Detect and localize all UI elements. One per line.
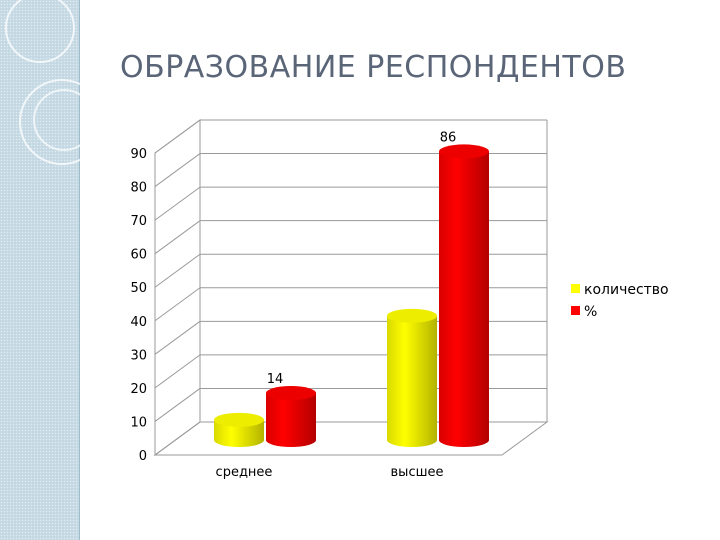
gridline-side — [154, 220, 201, 255]
bar-series2-cat2 — [439, 144, 489, 447]
gridline-side — [154, 320, 201, 355]
y-tick-label: 40 — [130, 315, 147, 330]
bar-series1-cat2 — [387, 308, 437, 447]
gridline-side — [154, 186, 201, 221]
bar-series1-cat1 — [214, 412, 264, 447]
bar-body — [439, 151, 489, 447]
legend-swatch — [571, 284, 580, 293]
chart-floor — [153, 421, 549, 456]
y-tick-label: 50 — [130, 281, 147, 296]
gridline-side — [154, 153, 201, 187]
y-tick-label: 80 — [130, 181, 147, 196]
decorative-circles — [5, 0, 120, 165]
bar-body — [387, 315, 437, 447]
y-tick-label: 10 — [130, 415, 147, 430]
bar-body — [214, 419, 264, 447]
y-tick-label: 70 — [130, 214, 147, 229]
bar-top — [266, 386, 316, 401]
gridline-side — [154, 388, 201, 422]
data-label: 14 — [267, 372, 284, 387]
data-label: 86 — [440, 130, 457, 145]
legend-label: % — [584, 304, 597, 320]
bar-body — [266, 393, 316, 447]
x-category-label: среднее — [216, 465, 273, 480]
y-tick-label: 90 — [130, 147, 147, 162]
bar-top — [387, 308, 437, 323]
y-tick-label: 60 — [130, 248, 147, 263]
legend-swatch — [571, 306, 580, 315]
gridline-side — [154, 287, 201, 322]
y-tick-label: 0 — [139, 449, 147, 464]
bar-series2-cat1 — [266, 386, 316, 447]
bar-top — [214, 412, 264, 427]
x-category-label: высшее — [391, 465, 444, 480]
side-panel-border — [79, 0, 80, 540]
gridline-side — [154, 119, 201, 154]
gridline-side — [154, 253, 201, 288]
slide-title: ОБРАЗОВАНИЕ РЕСПОНДЕНТОВ — [120, 50, 627, 85]
bar-top — [439, 144, 489, 159]
legend-label: количество — [584, 282, 669, 298]
y-tick-label: 20 — [130, 382, 147, 397]
gridline-side — [154, 354, 201, 389]
y-tick-label: 30 — [130, 348, 147, 363]
